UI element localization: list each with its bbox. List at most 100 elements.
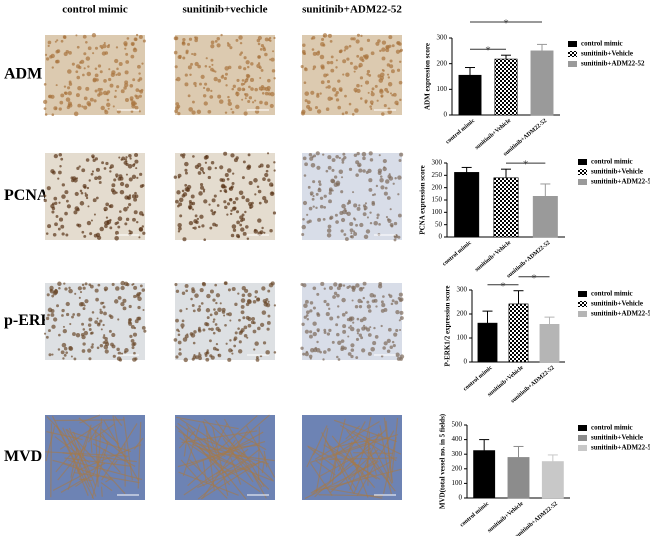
micrograph-cell — [391, 94, 393, 96]
micrograph-cell — [355, 173, 359, 177]
micrograph-cell — [191, 110, 195, 114]
micrograph-cell — [342, 112, 345, 115]
micrograph-cell — [177, 112, 180, 115]
micrograph-cell — [94, 214, 96, 216]
micrograph-cell — [100, 344, 103, 347]
micrograph-cell — [214, 194, 217, 197]
micrograph-cell — [262, 92, 265, 95]
y-tick-label: 400 — [452, 435, 463, 443]
micrograph-cell — [241, 83, 244, 86]
micrograph-cell — [192, 358, 195, 361]
micrograph-cell — [63, 326, 65, 328]
micrograph-cell — [103, 91, 107, 95]
micrograph-cell — [47, 186, 51, 190]
micrograph-cell — [332, 341, 335, 344]
legend-swatch — [578, 179, 587, 185]
micrograph-cell — [65, 234, 68, 237]
micrograph-cell — [136, 34, 138, 36]
micrograph-cell — [349, 45, 352, 48]
micrograph-cell — [193, 53, 196, 56]
micrograph-cell — [210, 290, 214, 294]
micrograph-cell — [306, 351, 308, 353]
micrograph-cell — [327, 228, 331, 232]
micrograph-cell — [193, 330, 196, 333]
micrograph-cell — [330, 216, 334, 220]
micrograph-cell — [136, 221, 138, 223]
bar — [495, 59, 517, 115]
micrograph-cell — [110, 84, 114, 88]
micrograph-cell — [343, 284, 345, 286]
micrograph-cell — [178, 341, 182, 345]
x-tick-label: control mimic — [462, 365, 493, 393]
micrograph-cell — [205, 162, 207, 164]
micrograph-cell — [133, 333, 137, 337]
micrograph-cell — [246, 337, 248, 339]
micrograph-cell — [242, 88, 246, 92]
legend-label: sunitinib+Vehicle — [591, 434, 643, 442]
micrograph-cell — [120, 182, 124, 186]
micrograph-cell — [47, 314, 50, 317]
micrograph-cell — [371, 92, 375, 96]
micrograph-cell — [91, 343, 93, 345]
micrograph-cell — [109, 219, 111, 221]
micrograph-cell — [220, 178, 224, 182]
micrograph-cell — [200, 288, 204, 292]
micrograph-cell — [350, 327, 355, 332]
micrograph-cell — [192, 101, 195, 104]
legend-label: control mimic — [591, 424, 633, 432]
micrograph-cell — [236, 220, 240, 224]
legend-label: control mimic — [591, 290, 633, 298]
micrograph-cell — [83, 235, 86, 238]
micrograph-cell — [364, 99, 367, 102]
legend-swatch — [578, 301, 587, 307]
micrograph-cell — [216, 343, 218, 345]
micrograph-cell — [185, 74, 188, 77]
micrograph-cell — [231, 234, 235, 238]
micrograph-cell — [72, 313, 75, 316]
micrograph-cell — [264, 173, 268, 177]
micrograph-cell — [351, 348, 355, 352]
micrograph-cell — [129, 84, 133, 88]
y-tick-label: 100 — [452, 479, 463, 487]
micrograph-cell — [360, 76, 363, 79]
micrograph-cell — [352, 299, 354, 301]
micrograph-cell — [230, 210, 232, 212]
micrograph-cell — [258, 43, 261, 46]
micrograph-cell — [201, 224, 204, 227]
micrograph-cell — [201, 302, 204, 305]
micrograph-cell — [304, 162, 308, 166]
micrograph-cell — [308, 107, 312, 111]
micrograph — [174, 281, 277, 362]
micrograph-cell — [353, 217, 355, 219]
micrograph-cell — [341, 158, 344, 161]
micrograph-cell — [244, 326, 248, 330]
legend-label: sunitinib+Vehicle — [581, 50, 633, 58]
micrograph-cell — [341, 176, 343, 178]
micrograph-cell — [185, 284, 189, 288]
micrograph-cell — [202, 282, 206, 286]
micrograph-cell — [105, 342, 109, 346]
micrograph-cell — [187, 43, 190, 46]
micrograph-cell — [134, 210, 138, 214]
micrograph-cell — [384, 192, 388, 196]
micrograph-cell — [125, 156, 127, 158]
micrograph-cell — [204, 352, 207, 355]
micrograph-cell — [142, 288, 145, 291]
micrograph-cell — [220, 34, 222, 36]
micrograph-cell — [363, 297, 365, 299]
micrograph-cell — [330, 69, 334, 73]
micrograph-cell — [143, 330, 146, 333]
micrograph-cell — [273, 37, 275, 39]
micrograph-cell — [358, 169, 362, 173]
micrograph-cell — [209, 66, 211, 68]
micrograph-cell — [269, 283, 274, 288]
legend-swatch — [568, 51, 577, 57]
micrograph-cell — [52, 66, 54, 68]
micrograph-cell — [312, 198, 315, 201]
micrograph-cell — [245, 97, 247, 99]
micrograph-cell — [246, 316, 250, 320]
micrograph-cell — [267, 152, 269, 154]
micrograph-cell — [128, 164, 133, 169]
micrograph-cell — [81, 323, 84, 326]
micrograph-cell — [178, 230, 180, 232]
